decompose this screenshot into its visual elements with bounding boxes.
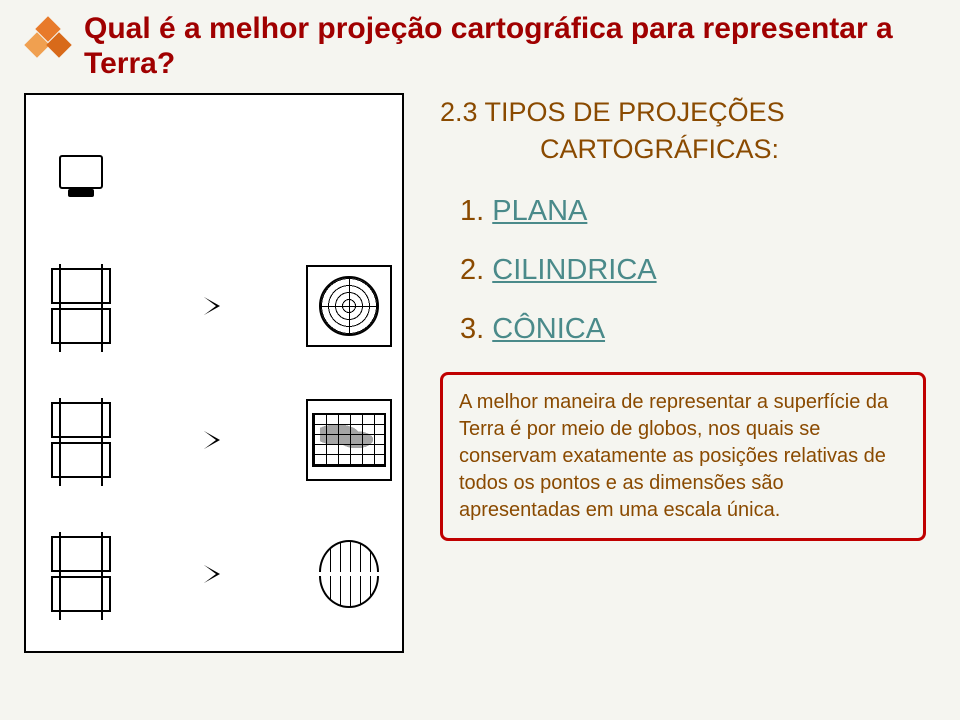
projection-item-3: 3. CÔNICA [460, 313, 936, 346]
proj-num: 2. [460, 254, 484, 286]
content-row: 2.3 TIPOS DE PROJEÇÕES CARTOGRÁFICAS: 1.… [24, 93, 936, 653]
cubes-icon [24, 18, 72, 66]
text-column: 2.3 TIPOS DE PROJEÇÕES CARTOGRÁFICAS: 1.… [424, 93, 936, 653]
projection-item-1: 1. PLANA [460, 195, 936, 228]
proj-num: 3. [460, 313, 484, 345]
proj-link-conica[interactable]: CÔNICA [492, 313, 605, 345]
subtitle-line1: 2.3 TIPOS DE PROJEÇÕES [440, 97, 936, 128]
proj-num: 1. [460, 195, 484, 227]
projection-item-2: 2. CILINDRICA [460, 254, 936, 287]
proj-link-cilindrica[interactable]: CILINDRICA [492, 254, 656, 286]
arrow-icon [204, 431, 228, 449]
info-box: A melhor maneira de representar a superf… [440, 372, 926, 541]
diagram-row-plana [36, 239, 392, 373]
frame-icon [36, 380, 126, 500]
output-conica [306, 540, 392, 608]
subtitle-line2: CARTOGRÁFICAS: [540, 134, 936, 165]
frame-icon [36, 514, 126, 634]
title-row: Qual é a melhor projeção cartográfica pa… [24, 12, 936, 81]
slide: Qual é a melhor projeção cartográfica pa… [0, 0, 960, 720]
output-plana [306, 265, 392, 347]
diagram-row-cilindrica [36, 373, 392, 507]
computer-sketch [36, 105, 126, 239]
output-cilindrica [306, 399, 392, 481]
frame-icon [36, 246, 126, 366]
diagram-row-computer [36, 105, 392, 239]
projection-diagram [24, 93, 404, 653]
proj-link-plana[interactable]: PLANA [492, 195, 587, 227]
info-text: A melhor maneira de representar a superf… [459, 389, 907, 524]
arrow-icon [204, 297, 228, 315]
diagram-row-conica [36, 507, 392, 641]
arrow-icon [204, 565, 228, 583]
slide-title: Qual é a melhor projeção cartográfica pa… [84, 12, 936, 81]
